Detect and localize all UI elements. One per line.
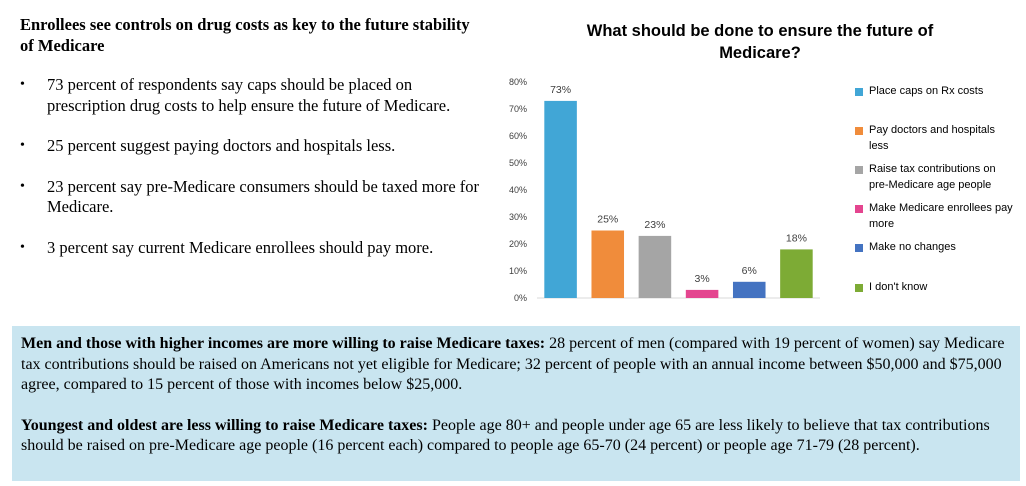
age-paragraph-text: People age 80+ and people under age 65 a… <box>21 416 990 455</box>
bar <box>591 230 625 298</box>
chart-title: What should be done to ensure the future… <box>586 22 934 62</box>
legend-item: Make no changes <box>855 240 1015 256</box>
legend-label: Make no changes <box>869 241 956 253</box>
finding-item: • 25 percent suggest paying doctors and … <box>20 136 485 157</box>
y-tick-label: 0% <box>514 293 527 303</box>
bullet-icon: • <box>20 138 25 153</box>
finding-item: • 73 percent of respondents say caps sho… <box>20 75 485 116</box>
age-paragraph-lead: Youngest and oldest are less willing to … <box>21 416 428 434</box>
bar <box>685 289 719 298</box>
bar <box>780 249 813 298</box>
summary-panel: Enrollees see controls on drug costs as … <box>20 14 485 258</box>
data-label: 6% <box>742 265 757 277</box>
y-tick-label: 60% <box>509 131 527 141</box>
legend-swatch <box>855 166 863 174</box>
legend-label: Pay doctors and hospitals less <box>869 124 995 152</box>
bar <box>732 281 766 298</box>
finding-text: 25 percent suggest paying doctors and ho… <box>47 136 396 155</box>
finding-text: 23 percent say pre-Medicare consumers sh… <box>47 176 480 217</box>
legend-item: Pay doctors and hospitals less <box>855 123 1015 154</box>
y-tick-label: 20% <box>509 239 527 249</box>
data-label: 73% <box>550 84 571 96</box>
legend-item: Place caps on Rx costs <box>855 84 1015 100</box>
legend-swatch <box>855 205 863 213</box>
finding-text: 3 percent say current Medicare enrollees… <box>47 237 434 257</box>
summary-heading: Enrollees see controls on drug costs as … <box>20 15 470 55</box>
legend-item: Make Medicare enrollees pay more <box>855 201 1015 232</box>
y-tick-label: 30% <box>509 212 527 222</box>
bar <box>544 100 577 299</box>
legend-label: I don't know <box>869 281 928 293</box>
bullet-icon: • <box>20 239 25 255</box>
bar <box>638 235 672 298</box>
data-label: 25% <box>597 214 618 226</box>
y-tick-label: 10% <box>509 266 527 276</box>
bullet-icon: • <box>20 178 25 194</box>
finding-item: • 23 percent say pre-Medicare consumers … <box>20 177 485 218</box>
finding-text: 73 percent of respondents say caps shoul… <box>47 75 451 115</box>
income-paragraph-lead: Men and those with higher incomes are mo… <box>21 335 546 352</box>
legend-item: I don't know <box>855 280 1015 296</box>
demographics-callout: Men and those with higher incomes are mo… <box>12 326 1020 481</box>
bullet-icon: • <box>20 77 25 92</box>
legend-label: Make Medicare enrollees pay more <box>869 202 1013 230</box>
legend-swatch <box>855 88 863 96</box>
y-tick-label: 70% <box>509 104 527 114</box>
income-paragraph-text: 28 percent of men (compared with 19 perc… <box>21 335 1005 393</box>
legend-item: Raise tax contributions on pre-Medicare … <box>855 162 1015 193</box>
legend-label: Place caps on Rx costs <box>869 85 984 97</box>
legend-swatch <box>855 127 863 135</box>
data-label: 23% <box>644 219 665 231</box>
legend-swatch <box>855 244 863 252</box>
legend-swatch <box>855 284 863 292</box>
y-tick-label: 80% <box>509 77 527 87</box>
data-label: 18% <box>786 232 807 244</box>
income-paragraph: Men and those with higher incomes are mo… <box>21 334 1011 396</box>
y-tick-label: 50% <box>509 158 527 168</box>
finding-item: • 3 percent say current Medicare enrolle… <box>20 238 485 259</box>
y-tick-label: 40% <box>509 185 527 195</box>
legend-label: Raise tax contributions on pre-Medicare … <box>869 163 996 191</box>
bar-chart: 0% 10% 20% 30% 40% 50% 60% 70% 80% 73% 25% 23% 3% 6% 1… <box>509 77 820 303</box>
data-label: 3% <box>694 273 709 285</box>
age-paragraph: Youngest and oldest are less willing to … <box>21 416 1011 457</box>
findings-list: • 73 percent of respondents say caps sho… <box>20 75 485 258</box>
